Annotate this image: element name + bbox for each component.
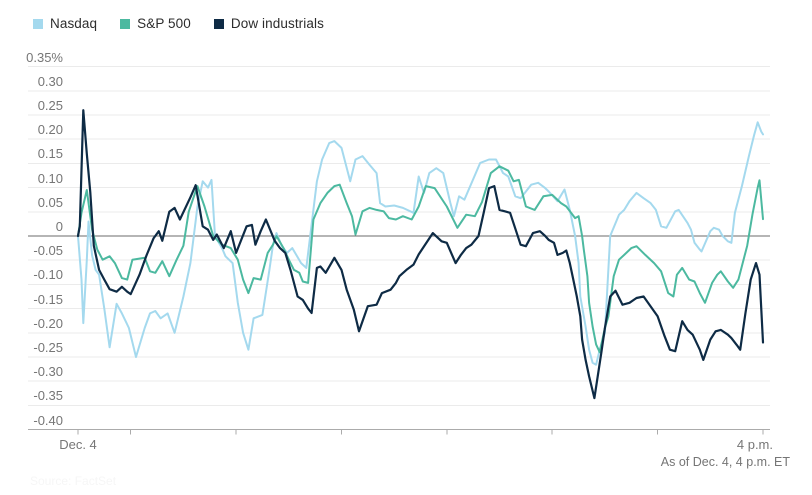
y-axis-label: 0.15 — [37, 146, 63, 162]
nasdaq-swatch-icon — [33, 18, 43, 29]
y-axis-label: 0.35% — [26, 49, 63, 65]
legend-label-dow: Dow industrials — [230, 16, 324, 31]
chart-legend: Nasdaq S&P 500 Dow industrials — [33, 16, 324, 31]
dow-line — [76, 109, 765, 400]
y-axis-label: 0.25 — [37, 98, 63, 113]
y-axis-label: -0.25 — [33, 340, 63, 355]
y-axis-label: -0.20 — [33, 315, 63, 331]
legend-label-sp500: S&P 500 — [137, 16, 191, 31]
legend-item-sp500: S&P 500 — [120, 16, 191, 31]
y-axis-label: -0.35 — [33, 388, 63, 404]
legend-item-nasdaq: Nasdaq — [33, 16, 97, 31]
y-axis-label: 0.05 — [37, 194, 63, 210]
x-axis-label-start: Dec. 4 — [59, 437, 97, 452]
y-axis-label: -0.05 — [33, 243, 63, 259]
y-axis-label: -0.10 — [33, 267, 63, 283]
y-axis-label: 0.10 — [37, 170, 63, 186]
x-axis-label-end: 4 p.m. — [736, 437, 773, 452]
y-axis-label: 0 — [55, 219, 63, 234]
y-axis-label: -0.30 — [33, 364, 63, 380]
y-axis-label: 0.20 — [37, 122, 63, 138]
sp500-swatch-icon — [120, 18, 131, 29]
source-note: Source: FactSet — [30, 474, 117, 488]
legend-label-nasdaq: Nasdaq — [50, 16, 98, 31]
dow-swatch-icon — [213, 18, 224, 29]
y-axis-label: -0.40 — [33, 412, 63, 428]
y-axis-label: -0.15 — [33, 291, 63, 307]
as-of-note: As of Dec. 4, 4 p.m. ET — [660, 455, 790, 469]
legend-item-dow: Dow industrials — [213, 16, 324, 31]
nasdaq-line — [77, 121, 764, 366]
sp500-line — [77, 165, 764, 354]
y-axis-label: 0.30 — [37, 73, 63, 89]
